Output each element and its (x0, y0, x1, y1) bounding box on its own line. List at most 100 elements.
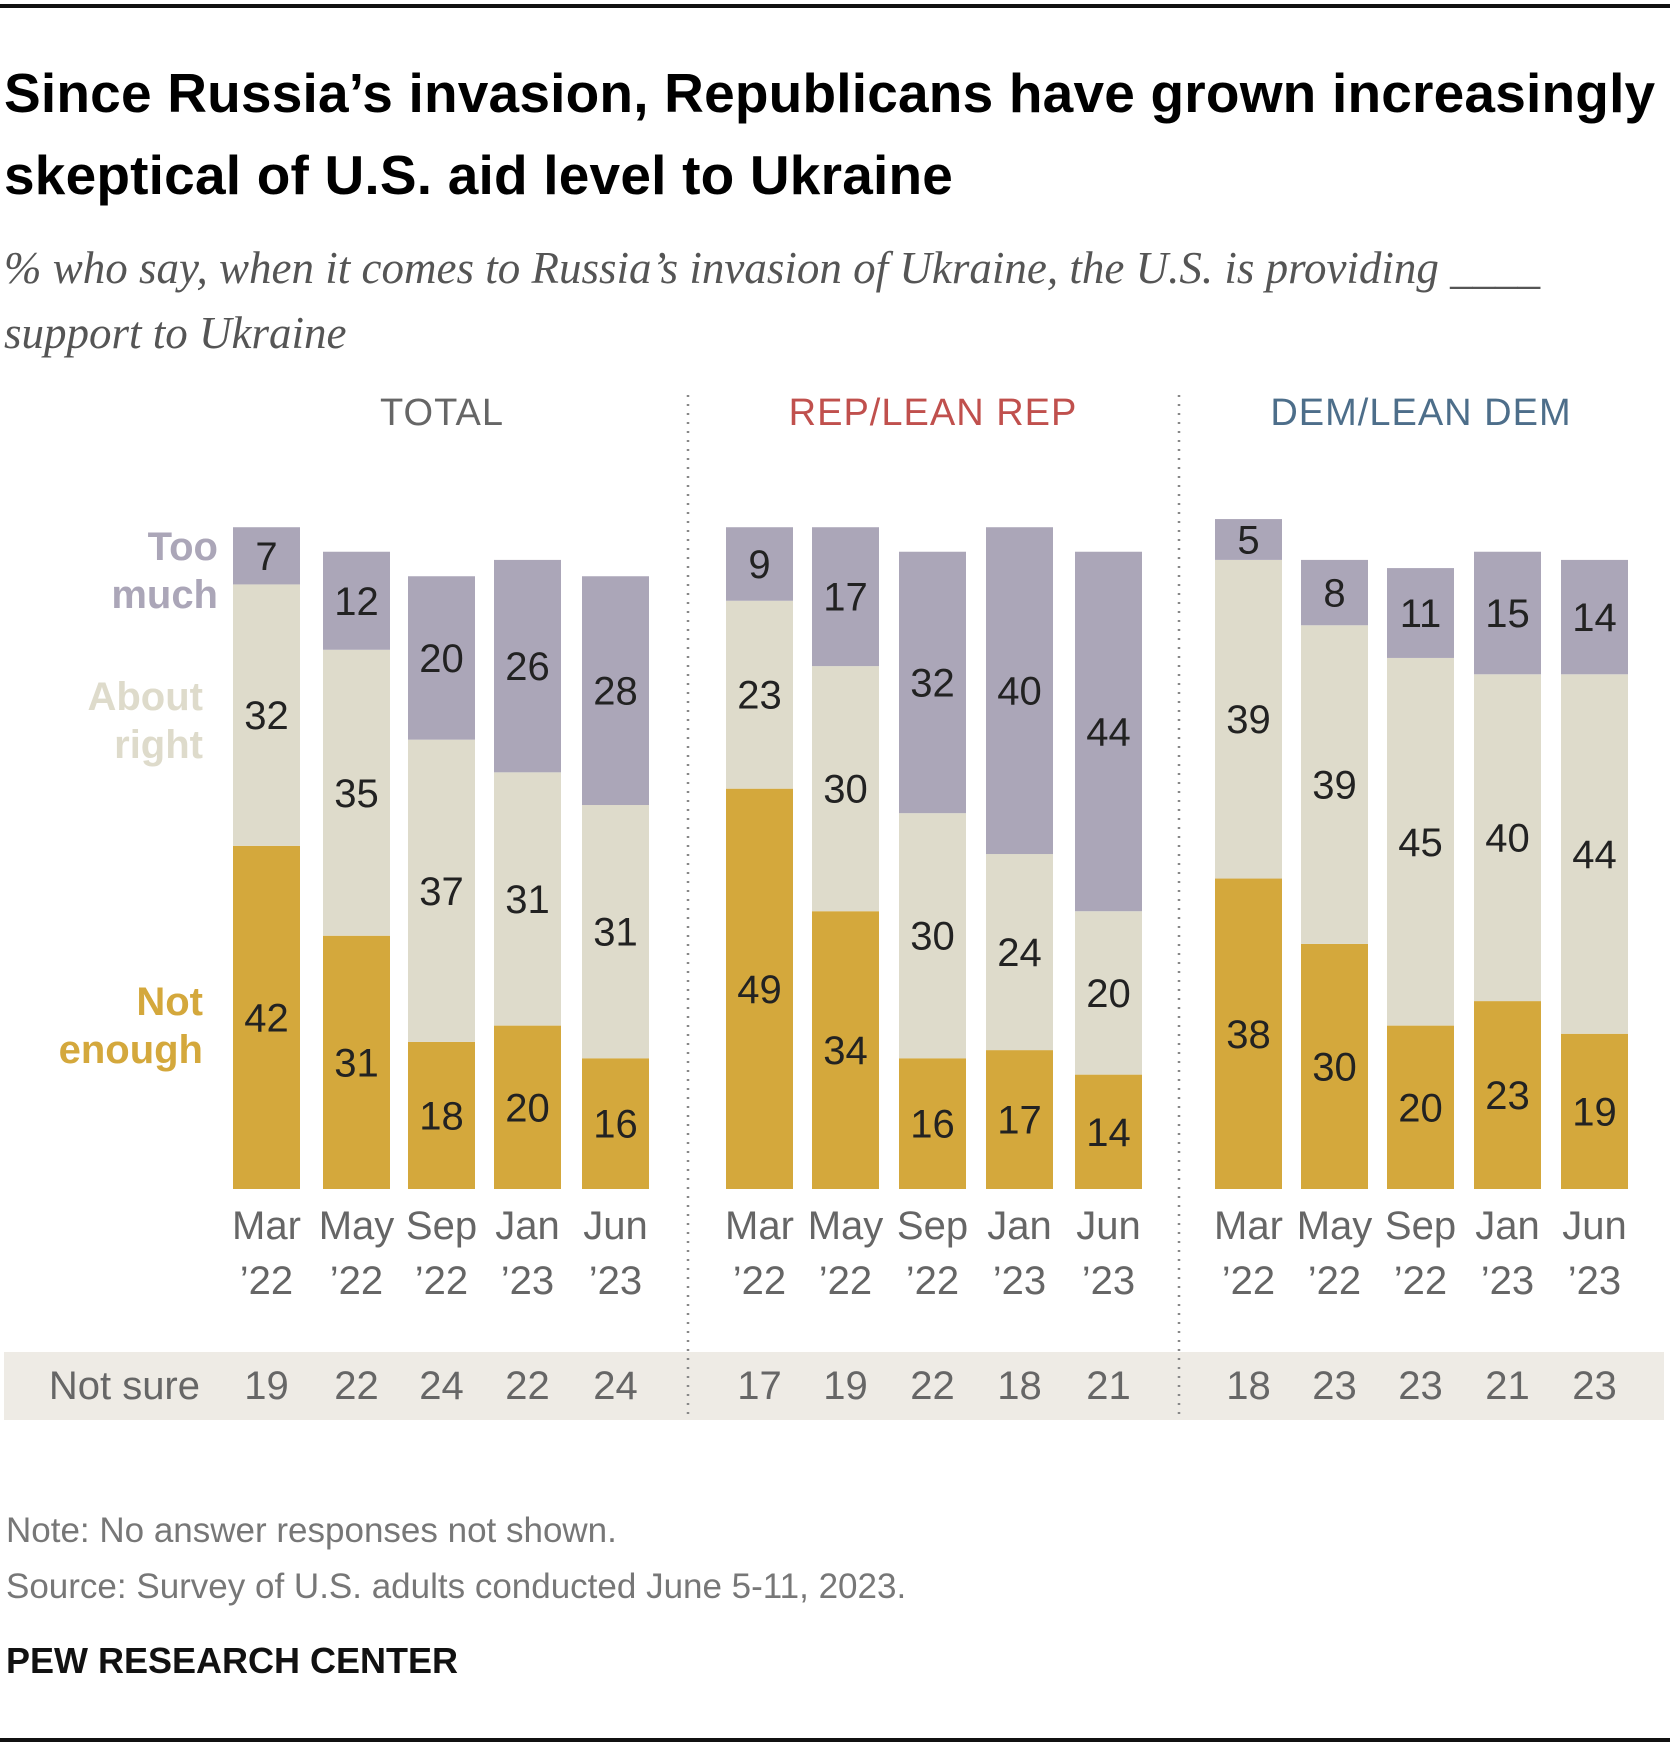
not-sure-value: 18 (997, 1364, 1042, 1408)
data-label-too-much: 14 (1572, 596, 1617, 640)
not-sure-value: 21 (1485, 1364, 1530, 1408)
data-label-about-right: 32 (244, 694, 289, 738)
legend-label: enough (59, 1028, 203, 1072)
bar-not-enough (986, 1050, 1053, 1189)
not-sure-value: 19 (823, 1364, 868, 1408)
bar-too-much (1075, 551, 1142, 912)
x-tick-year: ’23 (993, 1259, 1046, 1303)
data-label-not-enough: 20 (505, 1086, 550, 1130)
group-header-total: TOTAL (380, 392, 504, 434)
legend-label: Not (136, 980, 203, 1024)
data-label-about-right: 24 (997, 931, 1042, 975)
stacked-bar-chart: Not sure 42 32 7 Mar ’22 19 31 35 12 May ’22 22 18 37 2… (4, 395, 1664, 1420)
data-label-not-enough: 31 (334, 1041, 379, 1085)
x-tick-year: ’22 (819, 1259, 872, 1303)
data-label-too-much: 32 (910, 661, 955, 705)
bar-about-right (1301, 625, 1368, 944)
legend-label: Too (148, 525, 218, 569)
bar-not-enough (494, 1025, 561, 1189)
data-label-too-much: 7 (255, 535, 277, 579)
x-tick-month: May (808, 1204, 884, 1248)
bar-not-enough (582, 1058, 649, 1189)
bar-not-enough (812, 911, 879, 1189)
not-sure-value: 23 (1398, 1364, 1443, 1408)
data-label-about-right: 40 (1485, 817, 1530, 861)
bar-too-much (408, 576, 475, 740)
bar-about-right (1215, 559, 1282, 879)
note-text: Note: No answer responses not shown. (6, 1511, 617, 1550)
data-label-about-right: 23 (737, 674, 782, 718)
bar-about-right (233, 584, 300, 846)
bar-not-enough (408, 1041, 475, 1189)
legend-label: About (87, 675, 203, 719)
data-label-not-enough: 49 (737, 968, 782, 1012)
data-label-too-much: 9 (748, 543, 770, 587)
not-sure-label: Not sure (49, 1364, 200, 1408)
bar-not-enough (1301, 943, 1368, 1189)
data-label-not-enough: 19 (1572, 1090, 1617, 1134)
x-tick-year: ’22 (1394, 1259, 1447, 1303)
data-label-about-right: 31 (593, 911, 638, 955)
x-tick-year: ’22 (906, 1259, 959, 1303)
data-label-too-much: 11 (1400, 592, 1442, 636)
legend-label: right (114, 723, 203, 767)
x-tick-month: Jan (1475, 1204, 1540, 1248)
not-sure-value: 19 (244, 1364, 289, 1408)
bar-too-much (1387, 568, 1454, 658)
data-label-too-much: 8 (1323, 572, 1345, 616)
x-tick-month: Jan (987, 1204, 1052, 1248)
bar-too-much (1561, 559, 1628, 675)
x-tick-year: ’22 (733, 1259, 786, 1303)
data-label-about-right: 31 (505, 878, 550, 922)
bar-not-enough (233, 845, 300, 1189)
data-label-about-right: 39 (1312, 764, 1357, 808)
data-label-not-enough: 14 (1086, 1111, 1131, 1155)
bar-too-much (582, 576, 649, 806)
data-label-not-enough: 34 (823, 1029, 868, 1073)
bar-too-much (986, 527, 1053, 855)
data-label-about-right: 37 (419, 870, 464, 914)
data-label-about-right: 44 (1572, 833, 1617, 877)
x-tick-year: ’23 (589, 1259, 642, 1303)
not-sure-value: 21 (1086, 1364, 1131, 1408)
bar-not-enough (726, 788, 793, 1189)
bar-about-right (1474, 674, 1541, 1002)
bar-not-enough (1215, 878, 1282, 1189)
data-label-too-much: 17 (823, 576, 868, 620)
not-sure-value: 22 (505, 1364, 550, 1408)
data-label-not-enough: 16 (593, 1103, 638, 1147)
x-tick-year: ’23 (1082, 1259, 1135, 1303)
bar-about-right (1075, 911, 1142, 1075)
data-label-about-right: 45 (1398, 821, 1443, 865)
chart-subtitle: % who say, when it comes to Russia’s inv… (4, 243, 1541, 358)
bar-not-enough (1387, 1025, 1454, 1189)
data-label-not-enough: 17 (997, 1099, 1042, 1143)
x-tick-month: Mar (232, 1204, 301, 1248)
bar-too-much (899, 551, 966, 814)
x-tick-month: Sep (406, 1204, 477, 1248)
not-sure-value: 17 (737, 1364, 782, 1408)
not-sure-value: 24 (593, 1364, 638, 1408)
top-rule (0, 4, 1670, 8)
bar-about-right (812, 666, 879, 912)
x-tick-year: ’23 (1481, 1259, 1534, 1303)
data-label-too-much: 5 (1237, 518, 1259, 562)
x-tick-month: May (1297, 1204, 1373, 1248)
data-label-not-enough: 20 (1398, 1086, 1443, 1130)
data-label-not-enough: 38 (1226, 1013, 1271, 1057)
bar-not-enough (899, 1058, 966, 1189)
bar-about-right (726, 600, 793, 789)
data-label-too-much: 40 (997, 670, 1042, 714)
bottom-rule (0, 1738, 1670, 1742)
x-tick-month: Jun (583, 1204, 648, 1248)
x-tick-month: Jan (495, 1204, 560, 1248)
x-tick-month: Sep (897, 1204, 968, 1248)
x-tick-year: ’22 (415, 1259, 468, 1303)
data-label-not-enough: 16 (910, 1103, 955, 1147)
bar-about-right (408, 739, 475, 1042)
x-tick-month: May (319, 1204, 395, 1248)
data-label-about-right: 39 (1226, 698, 1271, 742)
bar-too-much (323, 551, 390, 650)
bar-too-much (1301, 559, 1368, 626)
